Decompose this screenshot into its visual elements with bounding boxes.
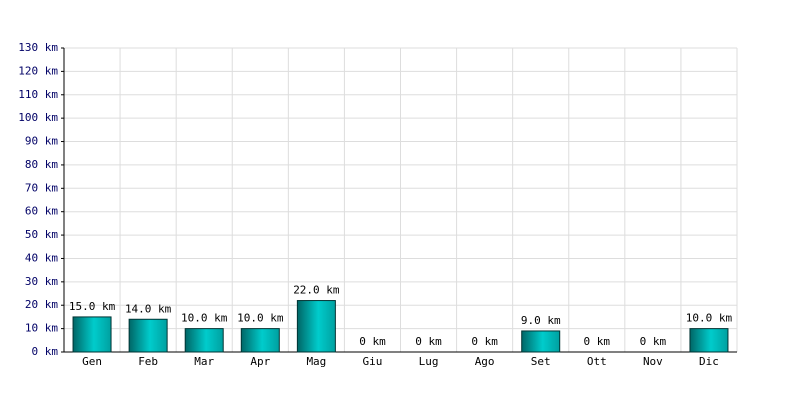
value-label: 22.0 km (293, 284, 340, 297)
y-tick-label: 90 km (25, 135, 58, 148)
value-label: 0 km (471, 335, 498, 348)
x-tick-label: Dic (699, 355, 719, 368)
value-label: 10.0 km (181, 312, 228, 325)
value-label: 15.0 km (69, 300, 116, 313)
y-tick-label: 40 km (25, 251, 58, 264)
value-label: 0 km (640, 335, 667, 348)
value-label: 0 km (584, 335, 611, 348)
value-label: 10.0 km (686, 312, 733, 325)
y-tick-label: 80 km (25, 158, 58, 171)
x-tick-label: Mag (306, 355, 326, 368)
x-tick-label: Gen (82, 355, 102, 368)
bar (184, 328, 224, 353)
x-tick-label: Ott (587, 355, 607, 368)
x-tick-label: Lug (419, 355, 439, 368)
value-label: 9.0 km (521, 314, 561, 327)
value-label: 0 km (359, 335, 386, 348)
x-tick-label: Apr (250, 355, 270, 368)
x-tick-label: Mar (194, 355, 214, 368)
y-tick-label: 60 km (25, 205, 58, 218)
y-tick-label: 0 km (32, 345, 59, 358)
y-tick-label: 110 km (18, 88, 58, 101)
x-tick-label: Set (531, 355, 551, 368)
bar (240, 328, 280, 353)
y-tick-label: 100 km (18, 111, 58, 124)
y-tick-label: 130 km (18, 41, 58, 54)
bar (72, 316, 112, 353)
y-tick-label: 50 km (25, 228, 58, 241)
x-tick-label: Giu (363, 355, 383, 368)
bar (689, 328, 729, 353)
value-label: 10.0 km (237, 312, 284, 325)
bar (296, 300, 336, 353)
y-tick-label: 70 km (25, 181, 58, 194)
x-tick-label: Feb (138, 355, 158, 368)
y-tick-label: 10 km (25, 322, 58, 335)
y-tick-label: 20 km (25, 298, 58, 311)
bar (521, 330, 561, 353)
bar (128, 318, 168, 353)
y-tick-label: 120 km (18, 64, 58, 77)
value-label: 14.0 km (125, 302, 172, 315)
x-tick-label: Ago (475, 355, 495, 368)
x-tick-label: Nov (643, 355, 663, 368)
value-label: 0 km (415, 335, 442, 348)
y-tick-label: 30 km (25, 275, 58, 288)
